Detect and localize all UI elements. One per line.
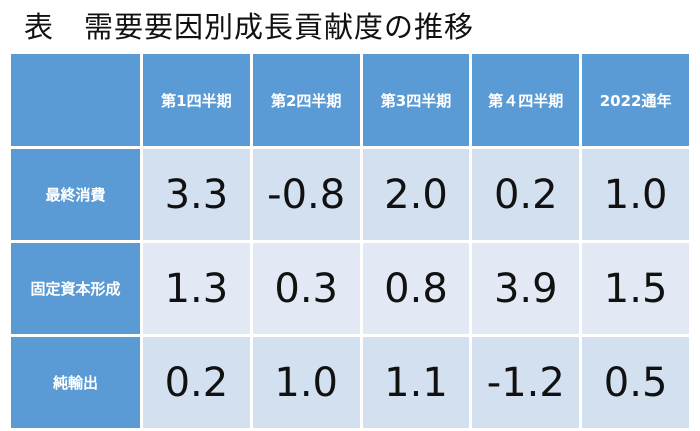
- column-header: 第４四半期: [469, 51, 583, 149]
- row-header: 純輸出: [8, 334, 143, 431]
- value-cell: -1.2: [469, 334, 583, 431]
- value-cell: 0.5: [579, 334, 692, 431]
- column-header: 2022通年: [579, 51, 692, 149]
- table-row: 固定資本形成 1.3 0.3 0.8 3.9 1.5: [8, 240, 692, 337]
- value-cell: 3.3: [140, 146, 253, 243]
- header-row: 第1四半期 第2四半期 第3四半期 第４四半期 2022通年: [8, 51, 692, 149]
- row-header: 最終消費: [8, 146, 143, 243]
- value-cell: 1.5: [579, 240, 692, 337]
- column-header: 第1四半期: [140, 51, 253, 149]
- table-row: 純輸出 0.2 1.0 1.1 -1.2 0.5: [8, 334, 692, 431]
- value-cell: 3.9: [469, 240, 583, 337]
- value-cell: 0.3: [249, 240, 363, 337]
- value-cell: 1.0: [249, 334, 363, 431]
- value-cell: 0.8: [359, 240, 473, 337]
- value-cell: 1.0: [579, 146, 692, 243]
- table-row: 最終消費 3.3 -0.8 2.0 0.2 1.0: [8, 146, 692, 243]
- row-header: 固定資本形成: [8, 240, 143, 337]
- table-head: 第1四半期 第2四半期 第3四半期 第４四半期 2022通年: [8, 51, 692, 149]
- value-cell: 0.2: [140, 334, 253, 431]
- corner-cell: [8, 51, 143, 149]
- title: 表 需要要因別成長貢献度の推移: [24, 10, 475, 44]
- value-cell: -0.8: [249, 146, 363, 243]
- value-cell: 1.1: [359, 334, 473, 431]
- table-body: 最終消費 3.3 -0.8 2.0 0.2 1.0 固定資本形成 1.3 0.3 0.8 3.9 1.…: [8, 146, 692, 431]
- column-header: 第3四半期: [359, 51, 473, 149]
- value-cell: 1.3: [140, 240, 253, 337]
- value-cell: 0.2: [469, 146, 583, 243]
- table: 第1四半期 第2四半期 第3四半期 第４四半期 2022通年 最終消費 3.3 -0.8 2.…: [8, 51, 692, 431]
- value-cell: 2.0: [359, 146, 473, 243]
- column-header: 第2四半期: [249, 51, 363, 149]
